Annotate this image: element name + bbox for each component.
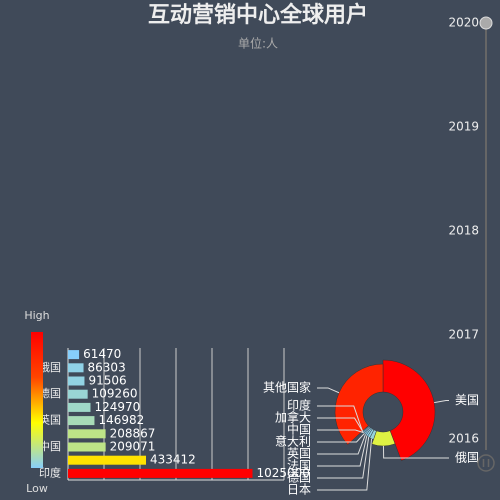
pie-label: 德国: [287, 470, 311, 485]
bar: [68, 468, 253, 478]
visual-map-high: High: [24, 309, 49, 322]
y-tick-label: 俄国: [39, 361, 61, 374]
pie-label: 英国: [287, 447, 311, 461]
visual-map-low: Low: [26, 482, 48, 495]
y-tick-label: 印度: [39, 465, 61, 479]
bar: [68, 429, 106, 439]
timeline-label[interactable]: 2017: [448, 328, 479, 342]
bar: [68, 442, 106, 452]
value-label: 433412: [150, 453, 196, 467]
bar: [68, 389, 88, 399]
pie-label: 俄国: [455, 450, 479, 464]
chart-title: 互动营销中心全球用户: [148, 2, 368, 28]
pie-slice: [334, 363, 384, 445]
value-label: 1025000: [257, 466, 310, 480]
label-line: [317, 417, 364, 433]
label-line: [317, 433, 365, 443]
visual-map-bar: [31, 332, 43, 468]
label-line: [434, 399, 449, 404]
value-label: 61470: [83, 347, 121, 361]
label-line: [382, 445, 449, 459]
y-tick-label: 中国: [39, 440, 61, 453]
pie-slice: [382, 359, 436, 461]
timeline-label[interactable]: 2018: [448, 224, 479, 238]
value-label: 209071: [110, 440, 156, 454]
chart-subtitle: 单位:人: [238, 36, 278, 51]
timeline-label[interactable]: 2020: [448, 16, 479, 30]
pie-label: 印度: [287, 398, 311, 413]
pie-label: 其他国家: [263, 379, 311, 394]
pie-label: 美国: [455, 393, 479, 407]
bar: [68, 416, 95, 426]
label-line: [317, 429, 364, 434]
value-label: 86303: [88, 360, 126, 374]
pie-label: 意大利: [275, 434, 311, 449]
label-line: [317, 387, 340, 394]
bar: [68, 455, 147, 465]
timeline-knob[interactable]: [479, 16, 493, 30]
label-line: [317, 434, 366, 455]
value-label: 208867: [110, 426, 156, 440]
pie-label: 中国: [287, 422, 311, 437]
label-line: [317, 435, 368, 467]
bar: [68, 376, 85, 386]
bar: [68, 402, 91, 412]
play-button[interactable]: [477, 454, 495, 472]
timeline-label[interactable]: 2016: [448, 432, 479, 446]
label-line: [317, 436, 370, 479]
pie-label: 日本: [287, 483, 311, 497]
pie-label: 法国: [287, 459, 311, 473]
pie-label: 加拿大: [275, 410, 311, 425]
value-label: 91506: [88, 374, 126, 388]
y-tick-label: 英国: [39, 413, 61, 427]
bar: [68, 350, 80, 360]
bar: [68, 363, 84, 373]
label-line: [317, 405, 363, 432]
timeline-label[interactable]: 2019: [448, 120, 479, 134]
value-label: 124970: [94, 400, 140, 414]
value-label: 109260: [92, 387, 138, 401]
label-line: [317, 438, 373, 491]
value-label: 146982: [98, 413, 144, 427]
y-tick-label: 德国: [39, 386, 61, 400]
